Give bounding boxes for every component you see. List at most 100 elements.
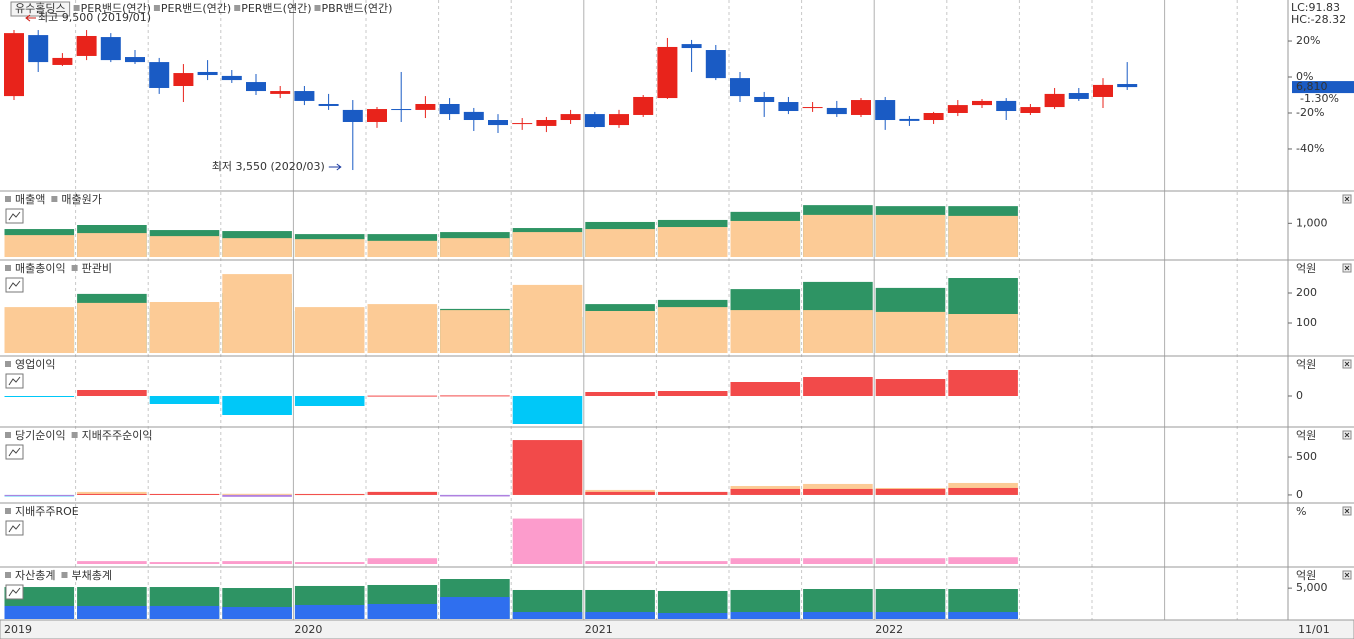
candle-body: [560, 114, 581, 121]
candle-body: [826, 107, 847, 115]
bar: [440, 395, 510, 397]
lc-label: LC:91.83: [1291, 1, 1340, 14]
bar: [367, 240, 438, 257]
candle-body: [947, 105, 968, 113]
candle-body: [875, 100, 896, 121]
bar: [585, 612, 655, 619]
bar: [440, 597, 510, 619]
last-price: 6,810: [1296, 80, 1328, 93]
bar: [77, 390, 147, 396]
x-tick-label: 2022: [875, 623, 903, 636]
legend-label: 자산총계: [15, 569, 55, 582]
bar: [440, 494, 510, 497]
bar: [875, 488, 946, 495]
candle-body: [173, 73, 194, 87]
bar: [77, 605, 147, 619]
bar: [294, 396, 365, 406]
candle-body: [391, 109, 412, 111]
x-tick-label: 2019: [4, 623, 32, 636]
bar: [149, 493, 220, 495]
bar: [948, 314, 1018, 353]
close-icon: [1344, 265, 1350, 271]
bar: [367, 304, 438, 353]
bar: [149, 562, 220, 564]
y-tick-label: -40%: [1296, 142, 1324, 155]
legend-marker: [5, 196, 11, 202]
bar: [4, 605, 75, 619]
x-end-label: 11/01: [1298, 623, 1330, 636]
close-icon: [1344, 196, 1350, 202]
max-annotation: 최고 9,500 (2019/01): [38, 11, 151, 24]
indicator-icon: [8, 523, 21, 533]
candle-body: [705, 50, 726, 79]
x-tick-label: 2020: [294, 623, 322, 636]
y-tick-label: 500: [1296, 450, 1317, 463]
candle-body: [754, 96, 775, 103]
indicator-icon: [8, 447, 21, 457]
bar: [657, 561, 728, 564]
candle-body: [681, 44, 702, 49]
legend-label: 매출원가: [61, 193, 101, 206]
close-icon: [1344, 572, 1350, 578]
legend-marker: [71, 432, 78, 438]
change-label: -1.30%: [1300, 92, 1339, 105]
candle-body: [76, 35, 97, 56]
candle-body: [488, 120, 508, 126]
bar: [367, 604, 438, 619]
bar: [222, 274, 292, 353]
legend-label: 지배주주ROE: [15, 505, 79, 518]
y-tick-label: 20%: [1296, 34, 1320, 47]
bar: [803, 612, 873, 619]
candle-body: [246, 82, 266, 92]
candle-body: [512, 123, 533, 125]
bar: [657, 307, 728, 353]
bar: [512, 518, 583, 564]
hc-label: HC:-28.32: [1291, 13, 1346, 26]
legend-label: 판관비: [82, 262, 112, 275]
candle-body: [439, 103, 460, 115]
candle-body: [1020, 107, 1041, 113]
bar: [294, 562, 365, 564]
bar: [4, 307, 75, 353]
legend-label: PER밴드(연간): [81, 2, 151, 15]
bar: [4, 396, 75, 397]
bar: [294, 307, 365, 353]
candle-body: [1117, 84, 1138, 88]
indicator-icon: [8, 211, 21, 221]
x-axis-bar: [0, 619, 1354, 639]
bar: [77, 561, 147, 564]
bar: [367, 491, 438, 495]
bar: [440, 310, 510, 353]
bar: [585, 491, 655, 495]
legend-label: 매출총이익: [15, 262, 66, 275]
bar: [294, 604, 365, 619]
candle-body: [294, 91, 315, 101]
bar: [512, 232, 583, 257]
unit-label: 억원: [1296, 358, 1316, 371]
indicator-icon: [8, 376, 21, 386]
legend-marker: [234, 5, 241, 11]
legend-label: 당기순이익: [15, 429, 66, 442]
candle-body: [1068, 93, 1089, 99]
legend-marker: [153, 5, 160, 11]
bar: [512, 284, 583, 353]
legend-label: 매출액: [15, 193, 45, 206]
bar: [875, 612, 946, 619]
bar: [657, 227, 728, 257]
stock-name: 유수홀딩스: [15, 2, 66, 15]
bar: [440, 238, 510, 257]
candle-body: [28, 35, 49, 63]
max-arrow: [25, 14, 36, 22]
bar: [585, 561, 655, 564]
bar: [730, 382, 801, 396]
bar: [875, 214, 946, 257]
price-tag: [1292, 81, 1354, 94]
unit-label: 억원: [1296, 262, 1316, 275]
legend-marker: [73, 5, 80, 11]
legend-label: 지배주주순이익: [82, 429, 153, 442]
candle-body: [100, 37, 121, 61]
candle-body: [609, 114, 629, 126]
close-icon: [1344, 432, 1350, 438]
candle-body: [851, 100, 871, 115]
